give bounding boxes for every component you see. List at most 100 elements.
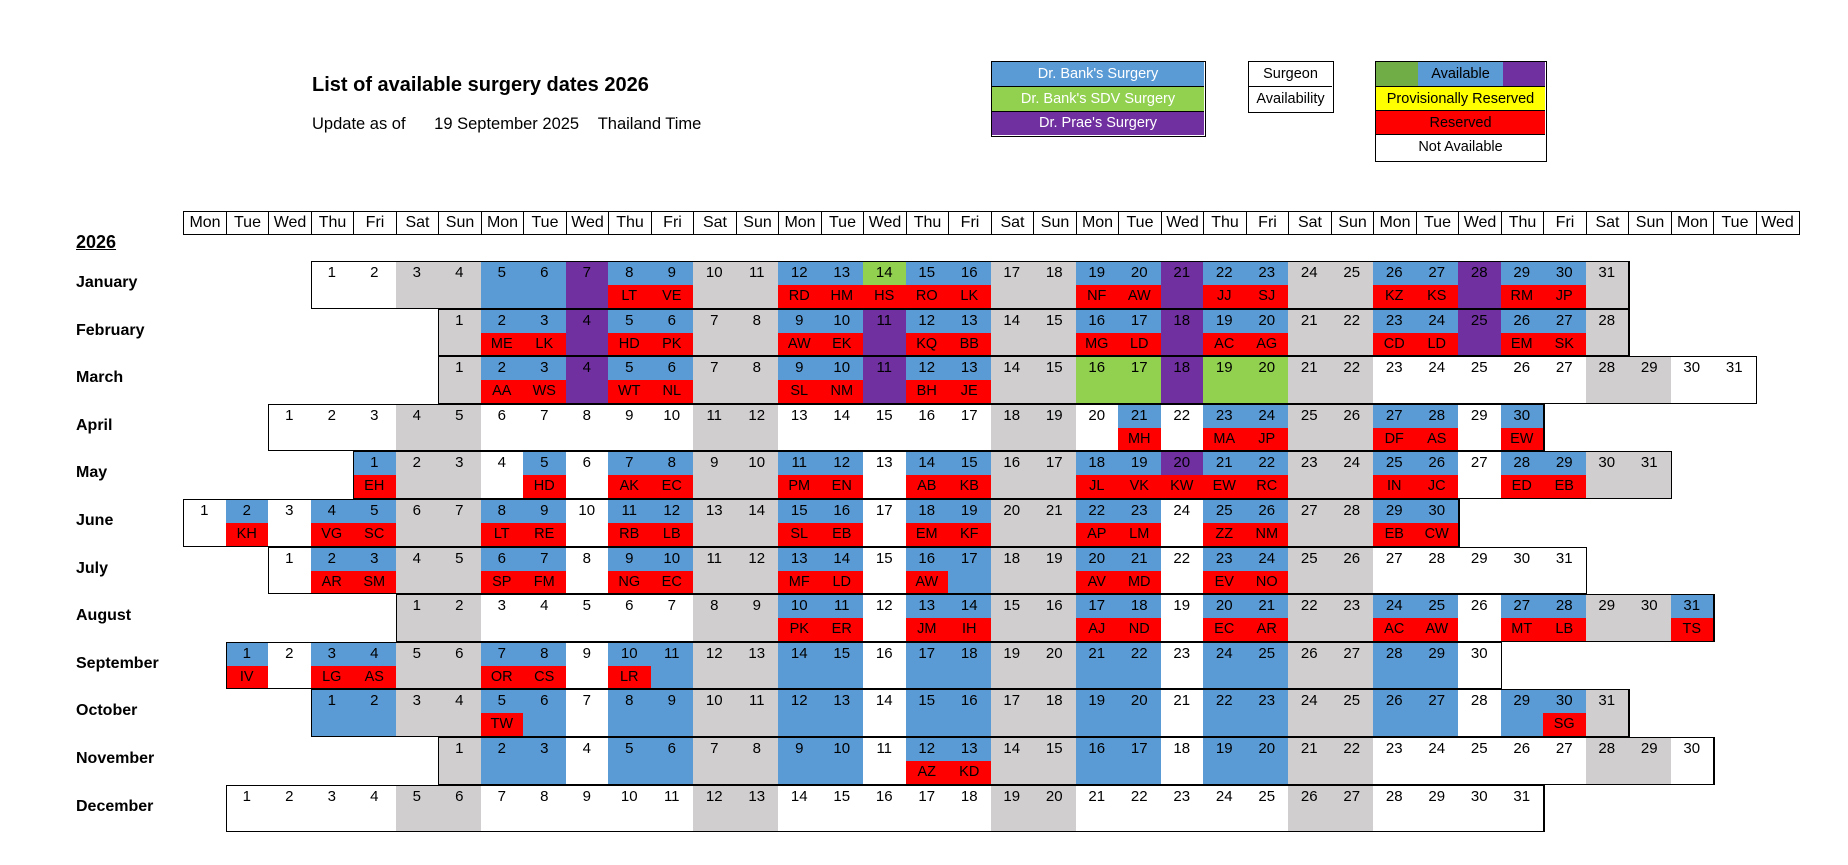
day-number: 2 [327,549,336,567]
legend-sdv-label: Dr. Bank's SDV Surgery [1020,91,1176,107]
reservation-code: KH [225,523,268,546]
day-number: 7 [667,597,676,615]
day-cell: 15 [820,641,864,690]
available-band-green [1376,62,1418,86]
month-label: December [76,797,154,815]
day-cell: 3 SM [353,546,397,595]
day-number: 27 [1385,406,1403,424]
weekday-header: Wed [1755,211,1800,235]
day-cell: 11 PM [778,451,822,499]
day-number: 8 [540,787,549,805]
day-number: 23 [1343,597,1361,615]
day-number: 14 [790,644,808,662]
day-cell: 5 [438,403,482,452]
day-number: 3 [540,311,549,329]
day-cell: 4 [438,689,482,737]
day-number: 29 [1640,740,1658,757]
day-number: 3 [370,549,379,567]
day-cell: 1 [438,356,482,404]
day-number: 5 [412,787,421,805]
day-cell: 22 [1118,641,1162,690]
day-number: 14 [1003,359,1021,377]
day-number: 1 [242,644,251,662]
day-cell: 30 SG [1543,689,1587,737]
day-number: 4 [412,549,421,567]
day-number: 25 [1258,644,1276,662]
day-cell: 9 NG [608,546,652,595]
day-number: 1 [327,264,336,281]
day-cell: 5 [565,594,609,642]
day-cell: 28 LB [1543,594,1587,642]
day-number: 23 [1300,454,1318,472]
reservation-code: EB [1373,523,1416,546]
day-number: 29 [1640,359,1658,377]
weekday-header: Fri [650,211,695,235]
day-cell: 25 [1458,308,1502,357]
day-number: 21 [1088,644,1106,662]
day-cell: 8 EC [650,451,694,499]
reservation-code: AW [1415,618,1458,642]
day-number: 7 [625,454,634,472]
day-number: 6 [497,549,506,567]
day-cell: 12 [863,594,907,642]
day-cell: 14 [990,308,1034,357]
day-cell: 19 [1075,689,1119,737]
day-number: 10 [833,359,851,377]
day-cell: 22 [1330,308,1374,357]
day-number: 4 [412,406,421,424]
day-cell: 24 AC [1373,594,1417,642]
weekday-header: Wed [268,211,312,235]
weekday-header: Tue [1415,211,1460,235]
reservation-code: LR [608,665,651,689]
reservation-code: WT [608,380,651,404]
day-number: 10 [748,454,766,472]
reservation-code: MA [1203,427,1246,451]
day-cell: 7 [565,261,609,309]
day-number: 8 [752,740,761,757]
day-cell: 7 [565,689,609,737]
day-number: 19 [1173,597,1191,615]
day-number: 14 [790,787,808,805]
reservation-code: AS [1415,427,1458,451]
day-number: 29 [1428,787,1446,805]
day-number: 30 [1640,597,1658,615]
day-cell: 28 [1373,784,1417,833]
reservation-code: LB [650,523,693,546]
day-number: 28 [1598,359,1616,377]
reservation-code: NG [608,570,651,594]
day-cell: 21 EW [1203,451,1247,499]
day-cell: 10 NM [820,356,864,404]
day-cell: 27 [1373,546,1417,595]
reservation-code: EC [650,475,693,499]
reservation-code: PK [650,332,693,356]
day-number: 27 [1428,264,1446,281]
day-cell: 25 [1245,641,1289,690]
weekday-header: Wed [863,211,907,235]
day-cell: 10 EC [650,546,694,595]
day-number: 12 [790,692,808,710]
day-cell: 15 [1033,308,1077,357]
reservation-code: AG [1245,332,1288,356]
day-number: 7 [710,359,719,377]
day-cell: 28 [1415,546,1459,595]
status-available: Available [1376,62,1545,87]
day-cell: 21 AR [1245,594,1289,642]
reservation-code: EB [820,523,863,546]
day-cell: 3 [480,594,524,642]
reservation-code: ED [1500,475,1543,499]
legend-prae-label: Dr. Prae's Surgery [1038,115,1157,131]
reservation-code: JP [1543,285,1586,308]
day-cell: 5 WT [608,356,652,404]
day-number: 6 [412,502,421,519]
day-cell: 28 [1373,641,1417,690]
day-cell: 21 MD [1118,546,1162,595]
day-cell: 21 [1160,689,1204,737]
day-cell: 14 [778,641,822,690]
day-number: 31 [1598,264,1616,281]
day-cell: 18 [948,784,992,833]
day-number: 19 [1215,311,1233,329]
day-number: 27 [1555,359,1573,377]
day-cell: 13 HM [820,261,864,309]
day-number: 20 [1130,264,1148,281]
day-cell: 31 [1585,261,1629,309]
